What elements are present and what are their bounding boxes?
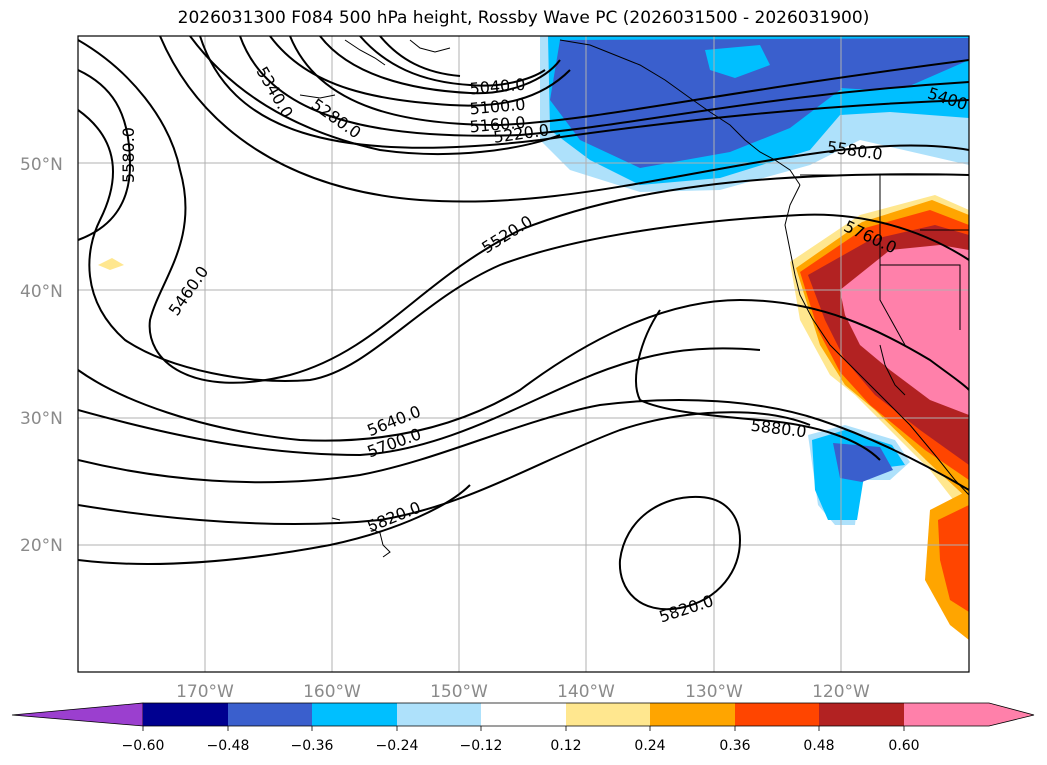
lon-label: 160°W	[303, 682, 361, 702]
colorbar-tick: −0.60	[122, 738, 165, 754]
colorbar-segment	[566, 703, 650, 726]
lon-label: 140°W	[557, 682, 615, 702]
colorbar-tick: 0.48	[803, 738, 834, 754]
colorbar: −0.60 −0.48 −0.36 −0.24 −0.12 0.12 0.24 …	[11, 702, 1035, 754]
colorbar-segment	[228, 703, 312, 726]
colorbar-tick: −0.36	[291, 738, 334, 754]
colorbar-tick: 0.24	[634, 738, 665, 754]
colorbar-segment	[481, 703, 566, 726]
lat-label: 20°N	[20, 536, 63, 556]
longitude-labels: 170°W 160°W 150°W 140°W 130°W 120°W	[176, 682, 870, 702]
lat-label: 30°N	[20, 409, 63, 429]
colorbar-max-extend	[904, 703, 1034, 726]
contour-label: 5880.0	[750, 416, 808, 442]
latitude-labels: 50°N 40°N 30°N 20°N	[20, 155, 63, 556]
colorbar-segment	[819, 703, 904, 726]
colorbar-tick: −0.12	[460, 738, 503, 754]
colorbar-tick: 0.36	[719, 738, 750, 754]
colorbar-segment	[143, 703, 228, 726]
lat-label: 50°N	[20, 155, 63, 175]
lat-label: 40°N	[20, 282, 63, 302]
colorbar-tick: −0.24	[376, 738, 419, 754]
colorbar-tick: 0.12	[550, 738, 581, 754]
contour-label: 5040.0	[469, 75, 526, 99]
map-title: 2026031300 F084 500 hPa height, Rossby W…	[177, 8, 870, 28]
plot-frame	[77, 35, 970, 673]
colorbar-segment	[397, 703, 481, 726]
lon-label: 150°W	[430, 682, 488, 702]
colorbar-tick: 0.60	[888, 738, 919, 754]
colorbar-segment	[650, 703, 735, 726]
contour-label: 5520.0	[478, 211, 536, 257]
lon-label: 130°W	[685, 682, 743, 702]
contour-label: 5160.0	[469, 113, 526, 137]
colorbar-tick: −0.48	[207, 738, 250, 754]
colorbar-min-extend	[11, 702, 144, 727]
contour-label: 5100.0	[469, 95, 526, 119]
contour-label: 5820.0	[657, 591, 716, 626]
contour-label: 5820.0	[364, 498, 423, 537]
negative-anomaly-south	[808, 425, 910, 525]
colorbar-segment	[735, 703, 819, 726]
positive-anomaly-east	[98, 195, 969, 640]
graticule	[78, 36, 969, 672]
lon-label: 120°W	[812, 682, 870, 702]
contour-label: 5580.0	[119, 127, 138, 183]
height-contours	[78, 36, 969, 611]
colorbar-segment	[312, 703, 397, 726]
lon-label: 170°W	[176, 682, 234, 702]
plot-area	[78, 36, 969, 672]
